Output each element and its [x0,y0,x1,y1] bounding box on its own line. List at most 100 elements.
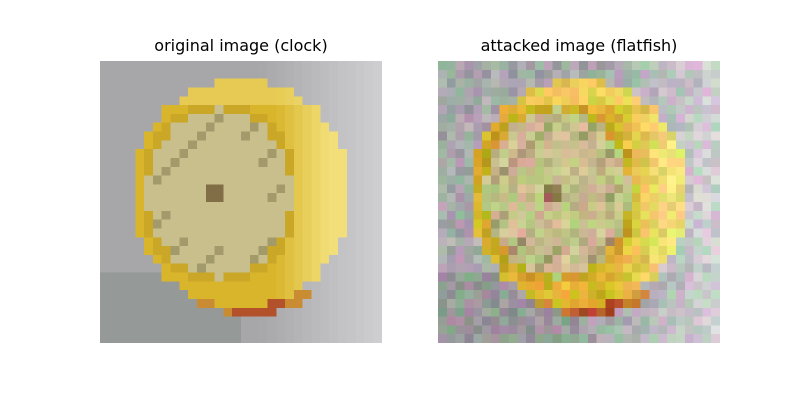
image-pixel [179,105,189,115]
image-pixel [170,228,180,238]
image-pixel [543,307,553,317]
image-pixel [499,334,509,343]
image-pixel [508,149,518,159]
image-pixel [311,175,321,185]
image-pixel [711,334,720,343]
image-pixel [675,298,685,308]
image-pixel [285,237,295,247]
image-pixel [526,149,536,159]
image-pixel [179,131,189,141]
image-pixel [570,122,580,132]
image-pixel [293,334,303,343]
image-pixel [355,316,365,326]
image-pixel [543,272,553,282]
image-pixel [337,193,347,203]
image-pixel [276,105,286,115]
image-pixel [205,193,215,203]
image-pixel [490,334,500,343]
image-pixel [640,122,650,132]
image-pixel [100,122,109,132]
image-pixel [543,298,553,308]
image-pixel [144,184,154,194]
image-pixel [587,78,597,88]
image-pixel [640,254,650,264]
image-pixel [126,316,136,326]
image-pixel [126,87,136,97]
image-pixel [267,87,277,97]
image-pixel [337,175,347,185]
image-pixel [675,334,685,343]
image-pixel [205,325,215,335]
image-pixel [693,69,703,79]
image-pixel [473,96,483,106]
image-pixel [285,307,295,317]
image-pixel [293,210,303,220]
image-pixel [223,254,233,264]
image-pixel [249,175,259,185]
image-pixel [285,246,295,256]
image-pixel [214,219,224,229]
image-pixel [649,316,659,326]
image-pixel [675,61,685,70]
image-pixel [587,140,597,150]
image-pixel [561,113,571,123]
image-pixel [249,78,259,88]
image-pixel [179,228,189,238]
image-pixel [579,184,588,194]
image-pixel [152,316,162,326]
image-pixel [249,202,259,211]
image-pixel [464,166,474,176]
image-pixel [640,210,650,220]
image-pixel [346,298,356,308]
image-pixel [561,307,571,317]
image-pixel [170,246,180,256]
image-pixel [170,149,180,159]
image-pixel [446,202,456,211]
image-pixel [161,334,171,343]
image-pixel [329,210,339,220]
image-pixel [232,131,242,141]
image-pixel [667,254,677,264]
image-pixel [355,228,365,238]
image-pixel [711,96,720,106]
image-pixel [517,334,527,343]
image-pixel [355,334,365,343]
image-pixel [161,149,171,159]
image-pixel [526,61,536,70]
image-pixel [223,263,233,273]
image-pixel [658,105,668,115]
image-pixel [232,237,242,247]
image-pixel [320,263,330,273]
image-pixel [373,61,382,70]
image-pixel [161,105,171,115]
image-pixel [526,219,536,229]
image-pixel [579,61,588,70]
image-pixel [561,219,571,229]
image-pixel [188,307,198,317]
image-pixel [205,166,215,176]
image-pixel [117,298,127,308]
image-pixel [508,131,518,141]
image-pixel [711,307,720,317]
image-pixel [482,113,492,123]
image-pixel [179,78,189,88]
image-pixel [196,219,206,229]
image-pixel [570,254,580,264]
image-pixel [144,87,154,97]
image-pixel [135,157,145,167]
image-pixel [258,166,268,176]
image-pixel [526,237,536,247]
image-pixel [534,334,544,343]
image-pixel [517,61,527,70]
image-pixel [490,228,500,238]
image-pixel [311,87,321,97]
image-pixel [499,140,509,150]
image-pixel [232,61,242,70]
image-pixel [364,157,374,167]
image-pixel [117,193,127,203]
image-pixel [649,96,659,106]
image-pixel [152,113,162,123]
image-pixel [658,307,668,317]
image-pixel [302,105,312,115]
image-pixel [561,193,571,203]
